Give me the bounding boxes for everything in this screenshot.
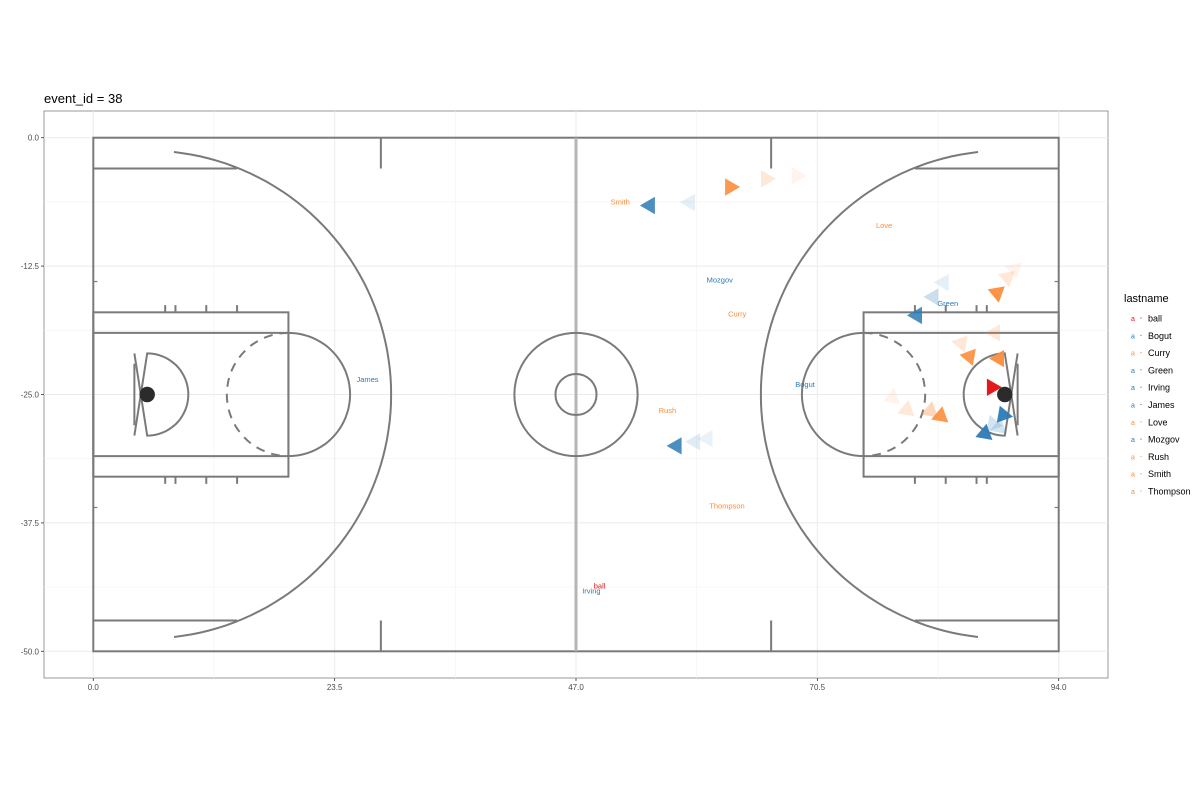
label-curry: Curry bbox=[728, 309, 747, 318]
legend-label-green: Green bbox=[1148, 365, 1173, 375]
legend-key-dot bbox=[1140, 439, 1141, 440]
chart-title: event_id = 38 bbox=[44, 91, 122, 106]
label-bogut: Bogut bbox=[795, 380, 816, 389]
legend-label-curry: Curry bbox=[1148, 348, 1170, 358]
legend-key-dot bbox=[1140, 456, 1141, 457]
legend-key-dot bbox=[1140, 352, 1141, 353]
legend-key-rush: a bbox=[1131, 454, 1135, 461]
legend-label-love: Love bbox=[1148, 417, 1168, 427]
legend-key-green: a bbox=[1131, 368, 1135, 375]
legend-key-dot bbox=[1140, 404, 1141, 405]
legend-key-smith: a bbox=[1131, 472, 1135, 479]
label-james: James bbox=[356, 375, 378, 384]
x-tick-label: 70.5 bbox=[810, 683, 826, 692]
y-tick-label: -50.0 bbox=[21, 647, 40, 656]
left-rim bbox=[140, 387, 155, 402]
y-tick-label: -25.0 bbox=[21, 391, 40, 400]
legend-label-rush: Rush bbox=[1148, 452, 1169, 462]
legend-key-love: a bbox=[1131, 420, 1135, 427]
legend-label-bogut: Bogut bbox=[1148, 331, 1172, 341]
legend-key-dot bbox=[1140, 387, 1141, 388]
y-tick-label: -12.5 bbox=[21, 262, 40, 271]
legend-label-irving: Irving bbox=[1148, 383, 1170, 393]
legend-key-dot bbox=[1140, 317, 1141, 318]
legend-title: lastname bbox=[1124, 293, 1169, 305]
legend-key-bogut: a bbox=[1131, 333, 1135, 340]
legend-key-dot bbox=[1140, 473, 1141, 474]
x-tick-label: 0.0 bbox=[88, 683, 100, 692]
label-thompson: Thompson bbox=[709, 501, 744, 510]
legend-key-mozgov: a bbox=[1131, 437, 1135, 444]
label-mozgov: Mozgov bbox=[707, 275, 734, 284]
legend-key-curry: a bbox=[1131, 351, 1135, 358]
legend-key-dot bbox=[1140, 421, 1141, 422]
legend-key-thompson: a bbox=[1131, 489, 1135, 496]
y-tick-label: 0.0 bbox=[28, 134, 40, 143]
legend-key-dot bbox=[1140, 369, 1141, 370]
legend-key-james: a bbox=[1131, 403, 1135, 410]
label-love: Love bbox=[876, 221, 892, 230]
label-smith: Smith bbox=[611, 197, 630, 206]
legend-label-thompson: Thompson bbox=[1148, 487, 1191, 497]
right-rim bbox=[997, 387, 1012, 402]
label-irving: Irving bbox=[582, 587, 600, 596]
label-green: Green bbox=[937, 299, 958, 308]
legend-label-james: James bbox=[1148, 400, 1175, 410]
legend-label-smith: Smith bbox=[1148, 469, 1171, 479]
x-tick-label: 47.0 bbox=[568, 683, 584, 692]
y-tick-label: -37.5 bbox=[21, 519, 40, 528]
legend-key-dot bbox=[1140, 490, 1141, 491]
legend-label-mozgov: Mozgov bbox=[1148, 435, 1180, 445]
label-rush: Rush bbox=[659, 406, 677, 415]
legend-key-dot bbox=[1140, 335, 1141, 336]
x-tick-label: 23.5 bbox=[327, 683, 343, 692]
legend-key-irving: a bbox=[1131, 385, 1135, 392]
legend-label-ball: ball bbox=[1148, 314, 1162, 324]
x-tick-label: 94.0 bbox=[1051, 683, 1067, 692]
legend-key-ball: a bbox=[1131, 316, 1135, 323]
